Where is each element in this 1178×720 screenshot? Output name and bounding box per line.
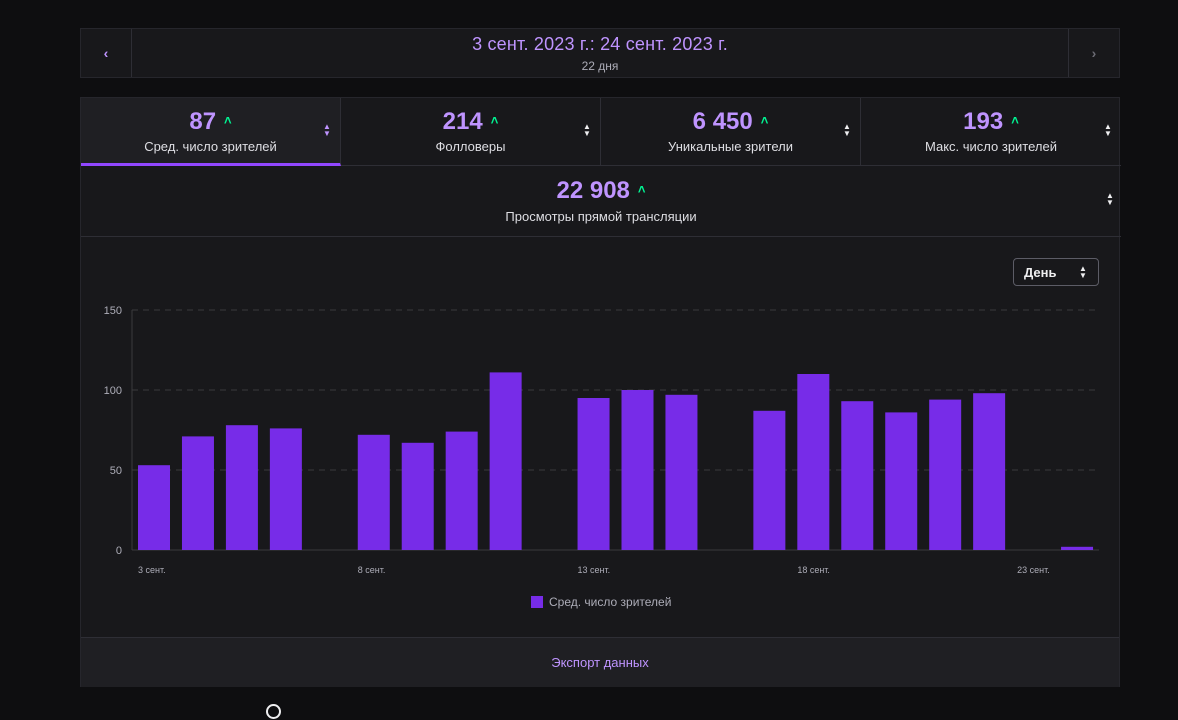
chart-bar <box>973 393 1006 550</box>
chevron-up-down-icon: ▲ ▼ <box>1079 264 1087 280</box>
chart-bar <box>753 410 786 550</box>
chart-legend: Сред. число зрителей <box>531 595 671 609</box>
y-tick-label: 150 <box>104 305 122 317</box>
y-tick-label: 100 <box>104 385 122 397</box>
stat-label: Сред. число зрителей <box>144 139 277 154</box>
stat-tab-avg-viewers[interactable]: 87 ˄ Сред. число зрителей ▲ ▼ <box>81 98 341 166</box>
stat-value: 6 450 <box>692 108 753 135</box>
stat-tabs: 87 ˄ Сред. число зрителей ▲ ▼ 214 ˄ Фоллове… <box>81 98 1121 166</box>
chart-bar <box>357 434 390 550</box>
chart-bar <box>841 401 874 550</box>
chart-bar <box>665 394 698 550</box>
interval-select[interactable]: День ▲ ▼ <box>1013 258 1099 286</box>
arrow-up-icon: ˄ <box>760 113 769 128</box>
date-range-days: 22 дня <box>581 59 619 73</box>
legend-swatch <box>531 596 543 608</box>
stat-tab-followers[interactable]: 214 ˄ Фолловеры ▲ ▼ <box>341 98 601 166</box>
stat-label: Фолловеры <box>435 139 506 154</box>
stat-value: 22 908 <box>556 177 630 204</box>
stat-value: 87 <box>189 108 217 135</box>
arrow-up-icon: ˄ <box>637 182 646 197</box>
stat-value: 193 <box>963 108 1004 135</box>
chevron-left-icon: ‹ <box>103 45 109 61</box>
stat-value-wrap: 214 ˄ <box>341 108 600 136</box>
sort-icon: ▲ ▼ <box>583 122 591 138</box>
stat-tab-unique-viewers[interactable]: 6 450 ˄ Уникальные зрители ▲ ▼ <box>601 98 861 166</box>
chevron-right-icon: › <box>1091 45 1097 61</box>
sort-icon: ▲ ▼ <box>1106 191 1114 207</box>
footer-hint <box>266 704 287 720</box>
stat-label: Уникальные зрители <box>668 139 793 154</box>
stat-value-wrap: 22 908 ˄ <box>81 177 1121 205</box>
chart-bar <box>621 390 654 550</box>
x-tick-label: 23 сент. <box>1017 565 1050 575</box>
stat-value-wrap: 6 450 ˄ <box>601 108 860 136</box>
x-tick-label: 18 сент. <box>797 565 830 575</box>
interval-select-value: День <box>1024 264 1057 280</box>
chart-bar <box>489 372 522 550</box>
stat-tab-max-viewers[interactable]: 193 ˄ Макс. число зрителей ▲ ▼ <box>861 98 1121 166</box>
stat-value-wrap: 87 ˄ <box>81 108 340 136</box>
x-tick-label: 13 сент. <box>578 565 611 575</box>
chart-bar <box>445 431 478 550</box>
date-range-bar: ‹ 3 сент. 2023 г.: 24 сент. 2023 г. 22 д… <box>80 28 1120 78</box>
avg-viewers-chart: 0 50 100 150 3 сент. 8 сент. 13 сент. 18 сент. 2… <box>104 305 1099 575</box>
chart-bar <box>401 442 434 550</box>
stats-panel: 87 ˄ Сред. число зрителей ▲ ▼ 214 ˄ Фоллове… <box>80 97 1121 687</box>
chart-bar <box>225 425 258 550</box>
arrow-up-icon: ˄ <box>224 113 232 128</box>
stat-value: 214 <box>442 108 483 135</box>
stat-label: Макс. число зрителей <box>924 139 1057 154</box>
x-tick-label: 3 сент. <box>138 565 166 575</box>
x-tick-label: 8 сент. <box>358 565 386 575</box>
sort-icon: ▲ ▼ <box>843 122 851 138</box>
arrow-up-icon: ˄ <box>490 113 499 128</box>
stat-tab-live-views[interactable]: 22 908 ˄ Просмотры прямой трансляции ▲ ▼ <box>81 166 1121 237</box>
export-data-button[interactable]: Экспорт данных <box>81 637 1119 687</box>
next-period-button[interactable]: › <box>1068 29 1119 77</box>
chart-bar <box>138 465 170 550</box>
stat-value-wrap: 193 ˄ <box>861 108 1121 136</box>
chart-bar <box>269 428 302 550</box>
stat-label: Просмотры прямой трансляции <box>505 209 697 224</box>
chart-bar <box>577 398 610 550</box>
chart-bar <box>1061 546 1094 550</box>
y-tick-label: 0 <box>116 545 122 557</box>
sort-icon: ▲ ▼ <box>1104 122 1112 138</box>
chart-bar <box>181 436 214 550</box>
previous-period-button[interactable]: ‹ <box>81 29 132 77</box>
info-icon <box>266 704 281 719</box>
chart-bar <box>797 374 830 550</box>
y-tick-label: 50 <box>110 465 122 477</box>
chart-bar <box>929 399 962 550</box>
date-range-label: 3 сент. 2023 г.: 24 сент. 2023 г. <box>472 34 728 54</box>
chart-bar <box>885 412 918 550</box>
sort-icon: ▲ ▼ <box>323 122 331 138</box>
arrow-up-icon: ˄ <box>1011 113 1019 128</box>
legend-label: Сред. число зрителей <box>549 595 672 609</box>
